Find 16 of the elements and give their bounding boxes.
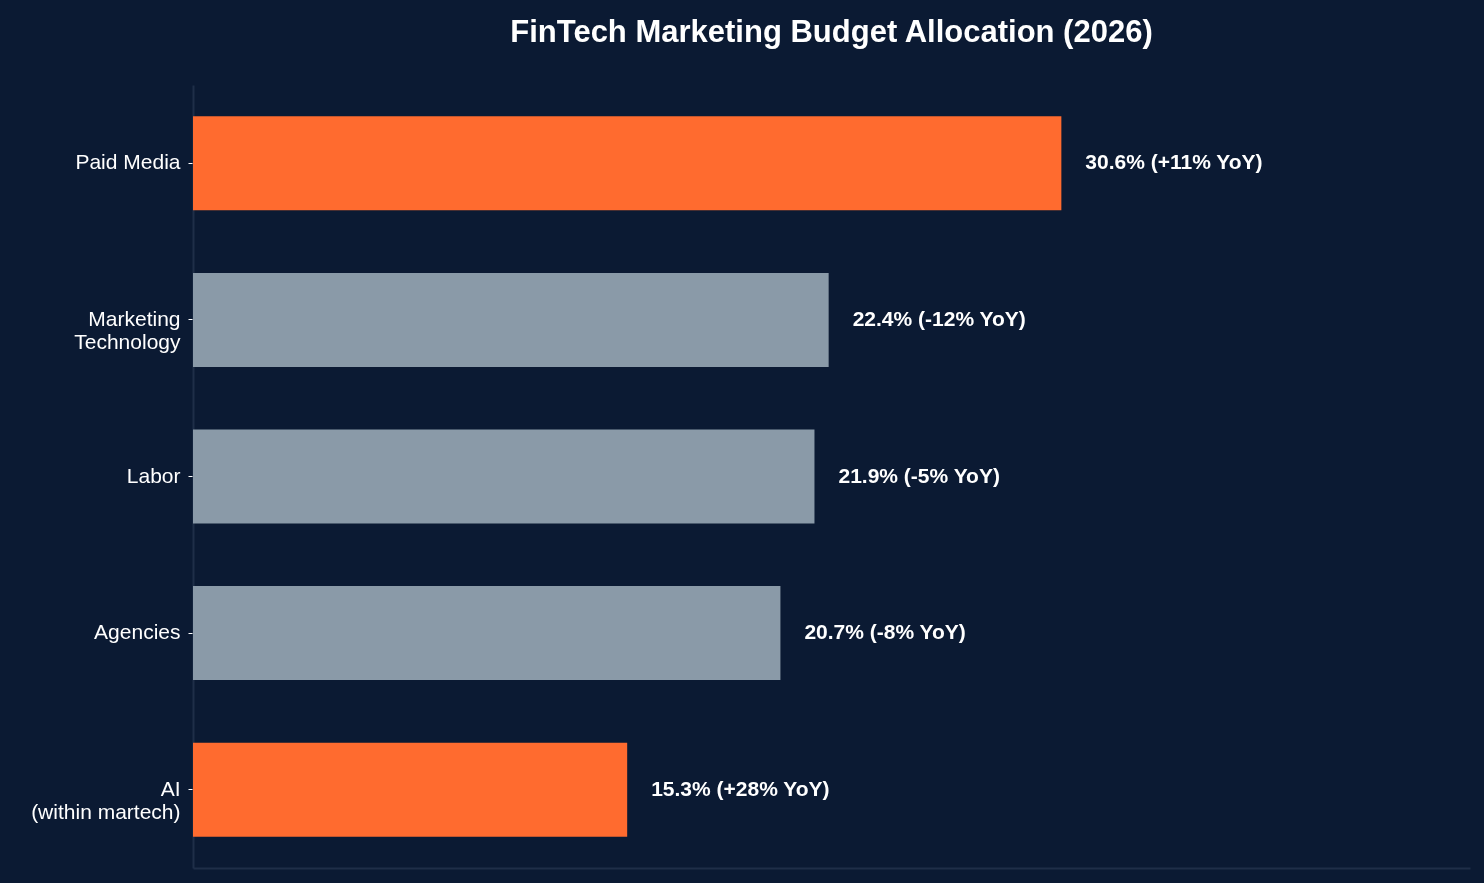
y-tick-label: Marketing Technology — [74, 306, 181, 353]
bar — [193, 116, 1062, 211]
data-label: 20.7% (-8% YoY) — [804, 620, 966, 644]
y-tick-label: Agencies — [94, 620, 181, 644]
y-tick-label: Paid Media — [75, 150, 181, 174]
bar — [193, 586, 781, 681]
bar — [193, 742, 628, 837]
y-tick-label: AI (within martech) — [31, 776, 181, 823]
y-tick-label: Labor — [126, 463, 181, 487]
bar — [193, 272, 829, 367]
bar — [193, 429, 815, 524]
chart-title: FinTech Marketing Budget Allocation (2026) — [510, 14, 1153, 49]
data-label: 21.9% (-5% YoY) — [838, 463, 1000, 487]
data-label: 15.3% (+28% YoY) — [651, 776, 830, 800]
data-label: 30.6% (+11% YoY) — [1085, 150, 1263, 174]
data-label: 22.4% (-12% YoY) — [852, 306, 1026, 330]
